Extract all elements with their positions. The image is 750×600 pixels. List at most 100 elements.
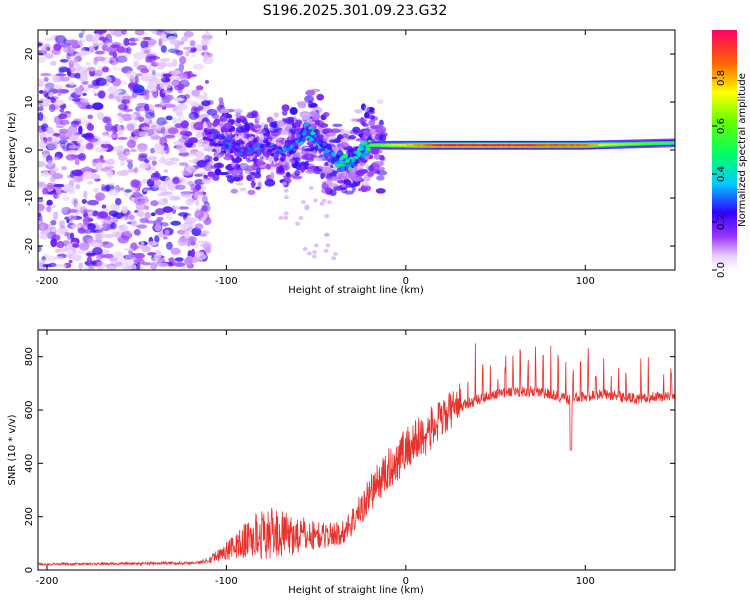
heatmap-cell bbox=[362, 129, 371, 138]
heatmap-cell bbox=[114, 88, 120, 97]
heatmap-cell bbox=[227, 142, 232, 147]
heatmap-cell bbox=[313, 198, 319, 203]
heatmap-cell bbox=[68, 66, 76, 73]
heatmap-cell bbox=[150, 124, 158, 132]
heatmap-cell bbox=[255, 186, 261, 190]
heatmap-cell bbox=[100, 140, 111, 145]
heatmap-cell bbox=[138, 116, 145, 122]
heatmap-cell bbox=[87, 114, 94, 119]
heatmap-cell bbox=[78, 242, 90, 251]
heatmap-cell bbox=[164, 94, 172, 104]
heatmap-cell bbox=[69, 232, 75, 240]
heatmap-cell bbox=[136, 210, 145, 218]
heatmap-cell bbox=[101, 66, 110, 73]
heatmap-cell bbox=[335, 160, 340, 164]
heatmap-cell bbox=[59, 136, 70, 140]
heatmap-cell bbox=[322, 142, 327, 147]
heatmap-cell bbox=[91, 89, 96, 94]
heatmap-cell bbox=[43, 223, 53, 232]
heatmap-cell bbox=[80, 70, 87, 80]
heatmap-cell bbox=[150, 177, 160, 182]
heatmap-cell bbox=[316, 93, 325, 101]
heatmap-cell bbox=[179, 56, 187, 65]
heatmap-cell bbox=[137, 154, 148, 162]
heatmap-cell bbox=[113, 204, 121, 211]
heatmap-cell bbox=[160, 45, 167, 53]
heatmap-cell bbox=[193, 121, 206, 131]
heatmap-cell bbox=[288, 151, 294, 155]
heatmap-cell bbox=[266, 141, 271, 146]
heatmap-cell bbox=[124, 189, 133, 193]
heatmap-cell bbox=[204, 30, 210, 36]
heatmap-cell bbox=[160, 77, 171, 83]
heatmap-cell bbox=[356, 118, 368, 123]
heatmap-cell bbox=[79, 117, 88, 126]
heatmap-cell bbox=[208, 155, 213, 162]
heatmap-cell bbox=[174, 118, 182, 123]
heatmap-cell bbox=[145, 65, 152, 70]
heatmap-cell bbox=[59, 119, 70, 126]
heatmap-cell bbox=[136, 224, 148, 229]
heatmap-cell bbox=[120, 224, 129, 233]
heatmap-cell bbox=[58, 67, 70, 73]
heatmap-cell bbox=[93, 69, 104, 77]
heatmap-cell bbox=[345, 183, 356, 188]
y-tick-label: 10 bbox=[24, 96, 35, 109]
heatmap-cell bbox=[339, 156, 344, 161]
heatmap-cell bbox=[302, 129, 308, 134]
y-tick-label: -20 bbox=[24, 238, 35, 254]
heatmap-cell bbox=[324, 214, 330, 219]
heatmap-cell bbox=[318, 148, 324, 152]
heatmap-cell bbox=[171, 106, 184, 114]
heatmap-cell bbox=[346, 163, 352, 167]
heatmap-cell bbox=[174, 43, 180, 50]
heatmap-cell bbox=[189, 40, 196, 47]
heatmap-cell bbox=[40, 224, 46, 231]
heatmap-cell bbox=[375, 188, 386, 194]
heatmap-cell bbox=[308, 185, 314, 190]
heatmap-cell bbox=[122, 234, 129, 241]
heatmap-cell bbox=[78, 125, 83, 134]
heatmap-cell bbox=[133, 167, 139, 174]
heatmap-cell bbox=[66, 39, 79, 44]
heatmap-cell bbox=[154, 208, 166, 216]
heatmap-cell bbox=[158, 65, 165, 70]
heatmap-cell bbox=[154, 235, 160, 243]
heatmap-cell bbox=[299, 141, 304, 145]
heatmap-cell bbox=[62, 46, 75, 54]
heatmap-cell bbox=[231, 156, 243, 163]
heatmap-cell bbox=[64, 110, 72, 114]
heatmap-cell bbox=[44, 53, 54, 59]
heatmap-cell bbox=[182, 46, 194, 51]
heatmap-cell bbox=[187, 152, 197, 157]
heatmap-cell bbox=[150, 147, 155, 154]
heatmap-cell bbox=[159, 101, 166, 109]
heatmap-cell bbox=[305, 89, 316, 96]
heatmap-cell bbox=[168, 191, 175, 201]
heatmap-cell bbox=[38, 258, 48, 263]
heatmap-cell bbox=[164, 134, 176, 139]
heatmap-xlabel: Height of straight line (km) bbox=[288, 285, 424, 296]
heatmap-cell bbox=[156, 31, 163, 36]
heatmap-cell bbox=[376, 123, 383, 132]
heatmap-cell bbox=[358, 144, 364, 147]
heatmap-cell bbox=[167, 35, 177, 42]
heatmap-cell bbox=[58, 128, 69, 134]
heatmap-cell bbox=[212, 120, 218, 128]
heatmap-cell bbox=[172, 176, 180, 185]
heatmap-cell bbox=[154, 149, 167, 155]
heatmap-cell bbox=[46, 126, 54, 131]
heatmap-cell bbox=[110, 30, 117, 36]
heatmap-cell bbox=[172, 205, 180, 210]
heatmap-cell bbox=[329, 189, 337, 197]
heatmap-cell bbox=[234, 108, 243, 114]
heatmap-cell bbox=[230, 148, 236, 152]
heatmap-cell bbox=[188, 159, 197, 163]
heatmap-cell bbox=[101, 204, 107, 209]
heatmap-cell bbox=[270, 153, 275, 157]
heatmap-cell bbox=[124, 254, 137, 262]
heatmap-cell bbox=[354, 156, 359, 160]
heatmap-cell bbox=[47, 142, 59, 151]
heatmap-cell bbox=[129, 230, 134, 234]
